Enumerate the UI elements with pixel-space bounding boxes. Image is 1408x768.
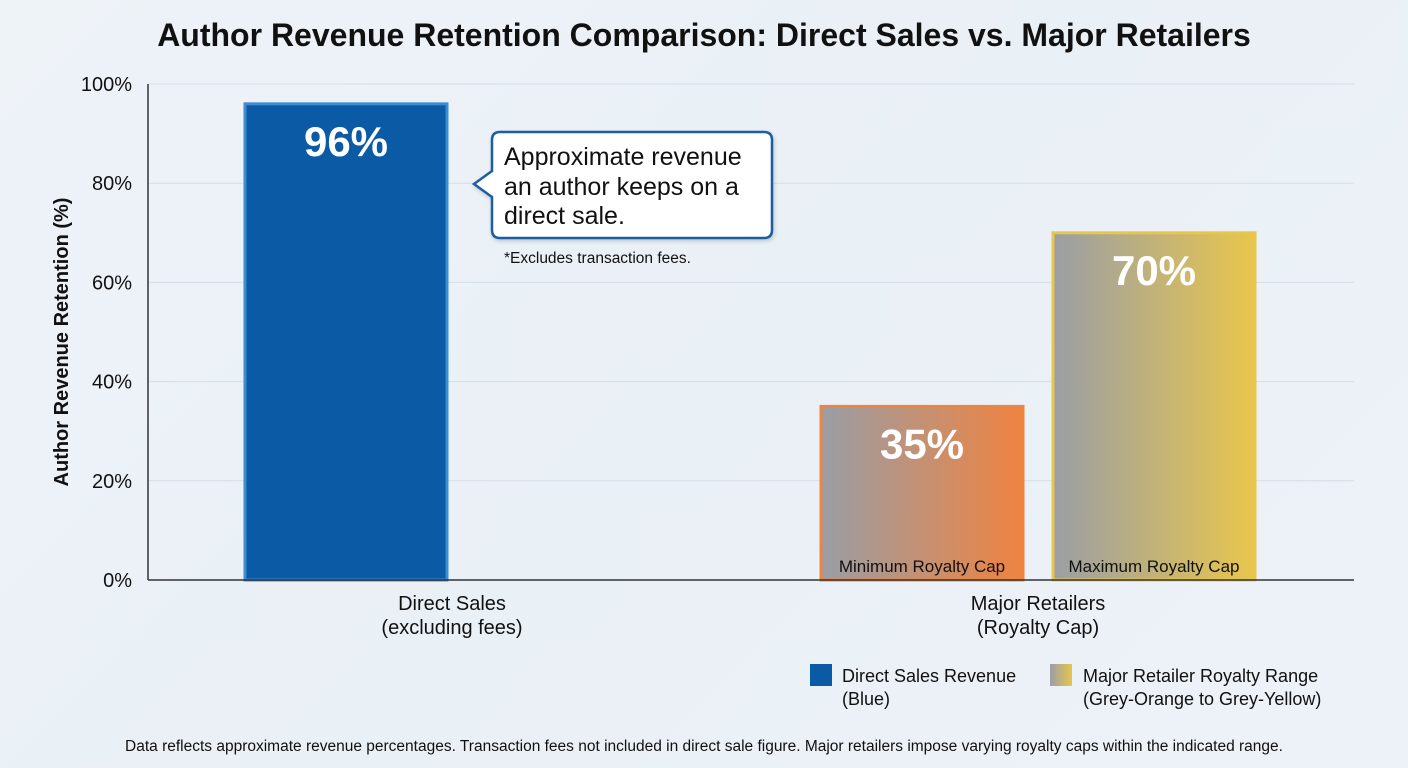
y-tick-label-100: 100% [81,74,132,96]
legend-label-direct-line-1: Direct Sales Revenue [842,666,1016,686]
bars: 96% 35% Minimum Royalty Cap 70% Maximum Roya… [243,102,1257,582]
chart-title: Author Revenue Retention Comparison: Dir… [157,17,1251,53]
legend: Direct Sales Revenue (Blue) Major Retail… [810,664,1321,709]
annotation-callout: Approximate revenue an author keeps on a… [471,130,774,267]
y-tick-label-60: 60% [92,272,132,294]
legend-label-direct-line-2: (Blue) [842,689,890,709]
bar-1-0 [819,404,1025,582]
footnote: Data reflects approximate revenue percen… [125,738,1283,755]
legend-label-retailer-line-1: Major Retailer Royalty Range [1083,666,1318,686]
legend-swatch-blue [810,664,832,686]
bar-sublabel-1-0: Minimum Royalty Cap [839,557,1005,576]
callout-note: *Excludes transaction fees. [504,250,691,267]
bar-sublabel-1-1: Maximum Royalty Cap [1069,557,1240,576]
x-category-label-0-line-0: Direct Sales [398,593,506,615]
callout-line-3: direct sale. [504,202,625,230]
bar-value-label-0-0: 96% [304,118,388,165]
x-category-label-0-line-1: (excluding fees) [381,617,522,639]
x-category-label-1-line-0: Major Retailers [971,593,1105,615]
callout-line-2: an author keeps on a [504,173,739,201]
bar-0-0 [243,102,449,582]
x-category-labels: Direct Sales(excluding fees) Major Retail… [381,593,1105,639]
y-tick-label-0: 0% [103,570,132,592]
bar-value-label-1-1: 70% [1112,247,1196,294]
y-tick-label-80: 80% [92,173,132,195]
bar-value-label-1-0: 35% [880,420,964,467]
y-axis-label: Author Revenue Retention (%) [51,198,73,487]
callout-box [471,130,774,240]
y-tick-label-40: 40% [92,372,132,394]
legend-swatch-gradient [1050,664,1072,686]
y-tick-labels: 0% 20% 40% 60% 80% 100% [81,74,132,592]
x-category-label-1-line-1: (Royalty Cap) [977,617,1099,639]
bar-1-1 [1051,231,1257,582]
y-tick-label-20: 20% [92,471,132,493]
callout-line-1: Approximate revenue [504,143,742,171]
legend-label-retailer-line-2: (Grey-Orange to Grey-Yellow) [1083,689,1321,709]
